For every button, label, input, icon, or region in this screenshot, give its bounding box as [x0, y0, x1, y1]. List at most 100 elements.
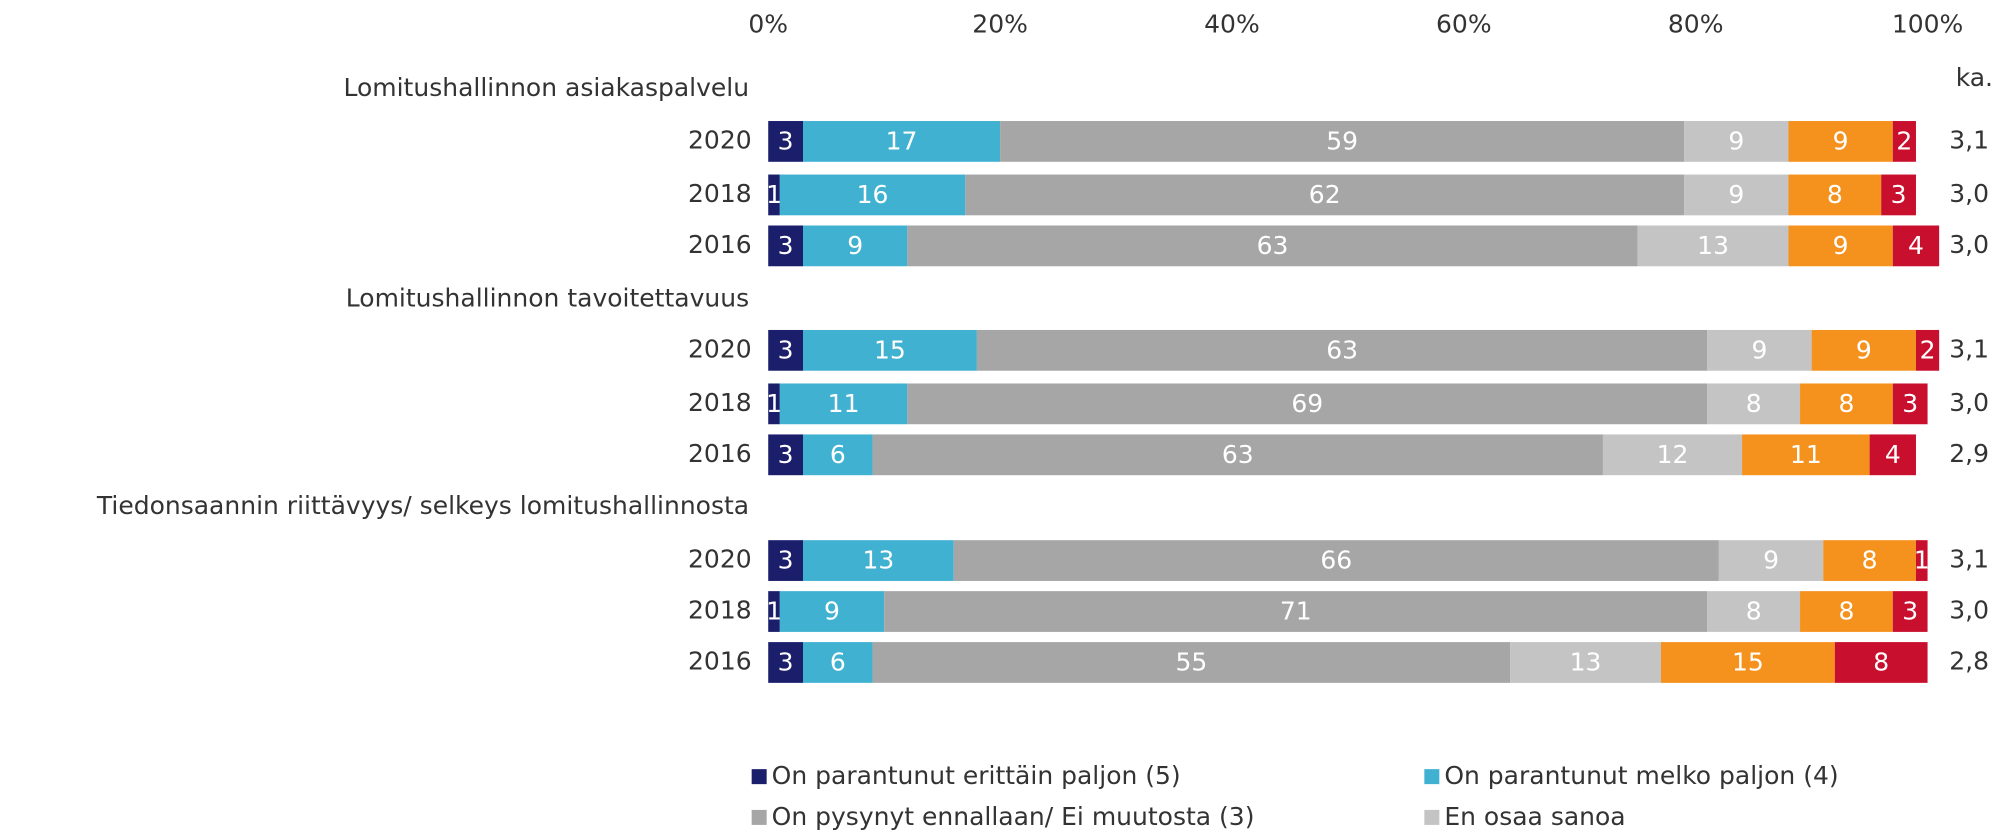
data-label: 1 [766, 389, 782, 418]
bar-segment [779, 174, 966, 216]
data-label: 55 [1175, 647, 1207, 676]
bar-segment [1707, 591, 1801, 632]
average-label: 2,9 [1949, 439, 1989, 468]
y-tick-label: 2020 [688, 125, 752, 154]
bar-segment [1684, 174, 1789, 216]
data-label: 3 [778, 126, 794, 155]
data-label: 8 [1827, 180, 1843, 209]
bar-segment [1834, 642, 1928, 683]
bar-segment [1823, 540, 1916, 581]
bar-segment [1637, 225, 1789, 267]
data-label: 63 [1257, 231, 1289, 260]
data-label: 3 [778, 440, 794, 469]
average-label: 3,1 [1949, 334, 1989, 363]
bar-segment [1788, 121, 1893, 162]
bar-segment [803, 329, 977, 371]
bar-segment [1892, 383, 1928, 425]
legend-swatch [1424, 769, 1440, 785]
legend-label: On parantunut melko paljon (4) [1444, 761, 1838, 790]
data-label: 8 [1746, 389, 1762, 418]
bar-segment [803, 642, 873, 683]
data-label: 3 [1902, 597, 1918, 626]
average-label: 3,0 [1949, 596, 1989, 625]
bar-segment [1892, 591, 1928, 632]
data-label: 3 [778, 647, 794, 676]
bar-segment [1811, 329, 1916, 371]
bar-segment [1742, 434, 1870, 476]
bar-segment [953, 540, 1719, 581]
bar-segment [965, 174, 1685, 216]
data-label: 63 [1326, 335, 1358, 364]
group-label: Lomitushallinnon asiakaspalvelu [343, 73, 749, 102]
data-label: 62 [1309, 180, 1341, 209]
data-label: 11 [1790, 440, 1822, 469]
data-label: 3 [778, 335, 794, 364]
group-label: Lomitushallinnon tavoitettavuus [346, 283, 749, 312]
y-tick-label: 2016 [688, 646, 752, 675]
average-label: 3,1 [1949, 545, 1989, 574]
data-label: 2 [1896, 126, 1912, 155]
bar-segment [768, 591, 780, 632]
bar-segment [884, 591, 1708, 632]
bar-segment [1602, 434, 1743, 476]
data-label: 16 [857, 180, 889, 209]
bar-segment [803, 121, 1001, 162]
x-tick-label: 80% [1668, 9, 1724, 38]
y-tick-label: 2020 [688, 334, 752, 363]
bar-segment [803, 540, 954, 581]
data-label: 15 [874, 335, 906, 364]
bar-segment [1684, 121, 1789, 162]
bar-segment [768, 121, 804, 162]
bar-segment [1892, 121, 1916, 162]
data-label: 9 [824, 597, 840, 626]
y-tick-label: 2016 [688, 439, 752, 468]
data-label: 12 [1657, 440, 1689, 469]
y-tick-label: 2018 [688, 179, 752, 208]
bar-segment [768, 642, 804, 683]
bar-segment [1707, 329, 1812, 371]
data-label: 9 [847, 231, 863, 260]
data-label: 8 [1838, 389, 1854, 418]
x-tick-label: 100% [1892, 9, 1963, 38]
bar-segment [872, 642, 1511, 683]
data-label: 1 [766, 180, 782, 209]
data-label: 8 [1838, 597, 1854, 626]
bar-segment [768, 174, 780, 216]
data-label: 6 [830, 440, 846, 469]
data-label: 9 [1728, 180, 1744, 209]
data-label: 13 [862, 546, 894, 575]
data-label: 1 [1914, 546, 1930, 575]
bar-segment [803, 434, 873, 476]
average-label: 3,0 [1949, 179, 1989, 208]
x-tick-label: 60% [1436, 9, 1492, 38]
legend-label: On parantunut erittäin paljon (5) [772, 761, 1181, 790]
average-title: ka. [1956, 63, 1993, 92]
bar-segment [768, 540, 804, 581]
bar-segment [1718, 540, 1824, 581]
bar-segment [1000, 121, 1685, 162]
bar-segment [1800, 383, 1893, 425]
bar-segment [803, 225, 908, 267]
bar-segment [1800, 591, 1893, 632]
data-label: 9 [1728, 126, 1744, 155]
average-label: 3,1 [1949, 125, 1989, 154]
data-label: 8 [1873, 647, 1889, 676]
data-label: 3 [778, 546, 794, 575]
bar-segment [872, 434, 1603, 476]
bar-segment [1660, 642, 1835, 683]
bar-segment [1892, 225, 1940, 267]
average-label: 3,0 [1949, 388, 1989, 417]
data-label: 9 [1856, 335, 1872, 364]
x-tick-label: 40% [1204, 9, 1260, 38]
y-tick-label: 2018 [688, 596, 752, 625]
data-label: 9 [1833, 126, 1849, 155]
data-label: 9 [1763, 546, 1779, 575]
data-label: 69 [1291, 389, 1323, 418]
bar-segment [768, 329, 804, 371]
bar-segment [976, 329, 1708, 371]
data-label: 15 [1732, 647, 1764, 676]
data-label: 2 [1920, 335, 1936, 364]
bar-segment [1915, 540, 1928, 581]
bar-segment [779, 383, 908, 425]
